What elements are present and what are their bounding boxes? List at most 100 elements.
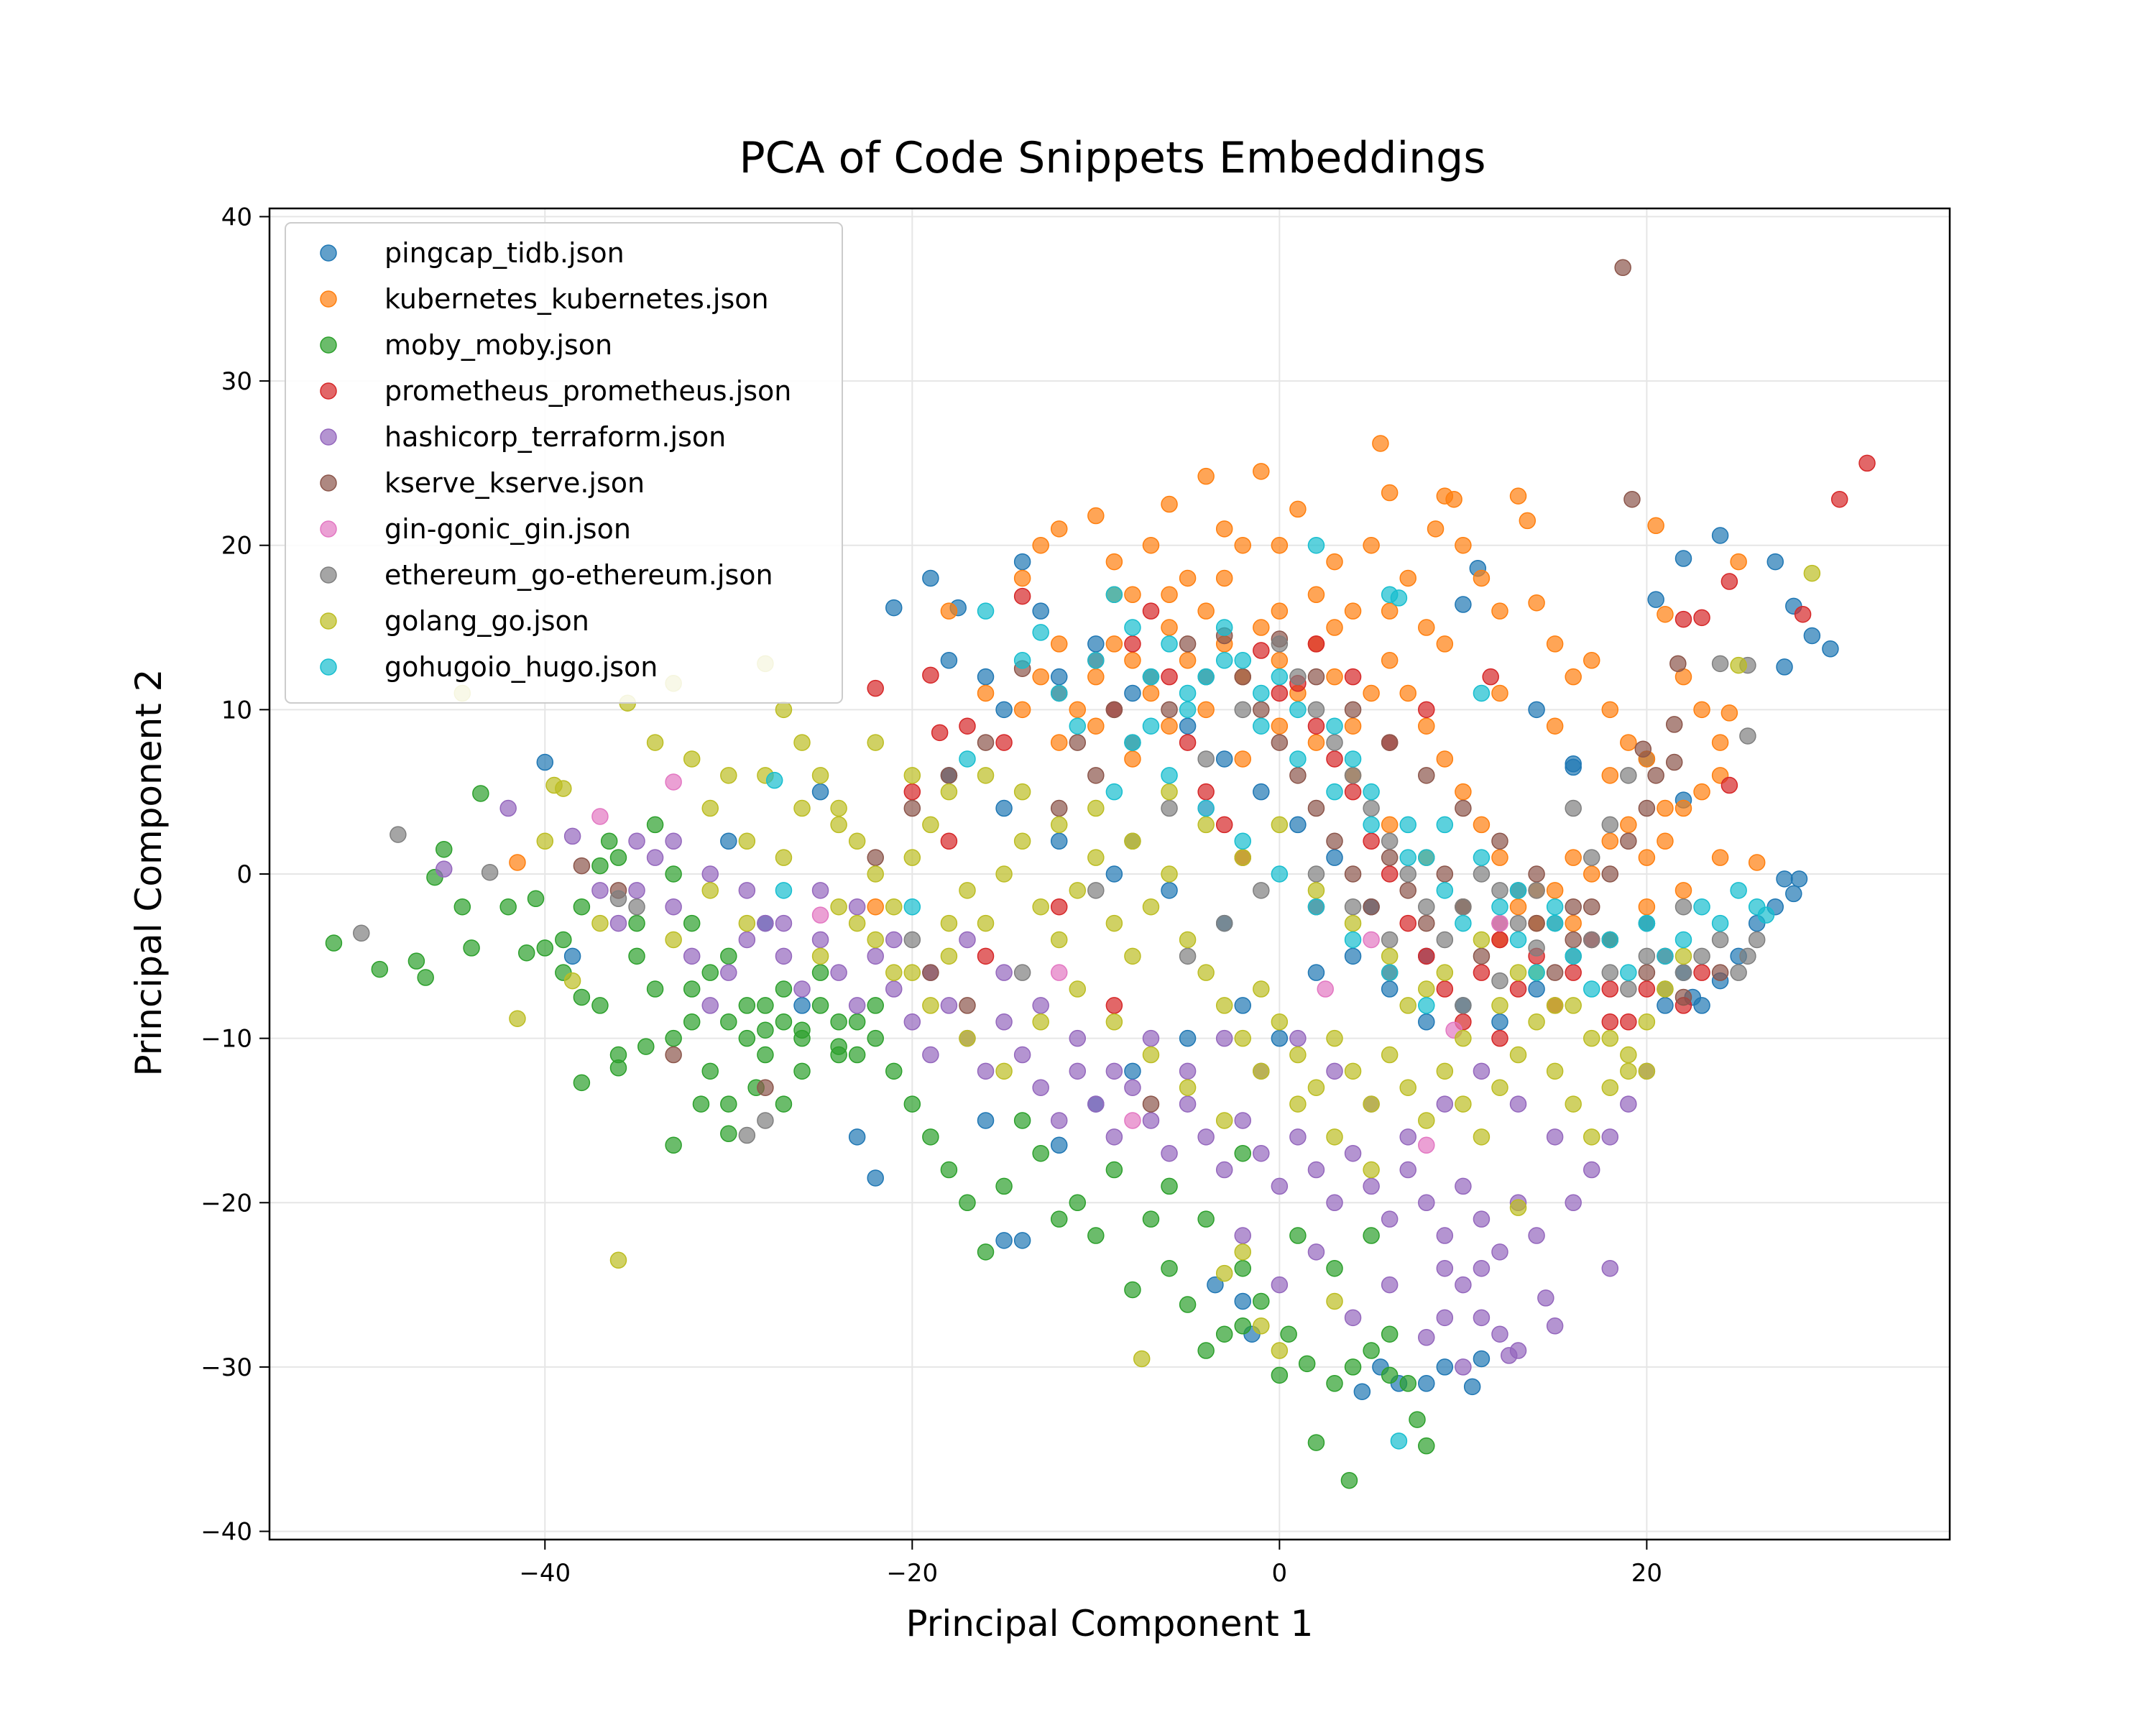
data-point — [1215, 619, 1233, 636]
data-point — [1326, 750, 1343, 768]
data-point — [472, 785, 489, 802]
data-point — [1620, 1062, 1637, 1080]
data-point — [1858, 454, 1876, 472]
data-point — [1307, 701, 1325, 719]
data-point — [1491, 1013, 1508, 1031]
data-point — [793, 997, 811, 1014]
data-point — [1215, 1325, 1233, 1343]
data-point — [1473, 865, 1491, 883]
data-point — [325, 934, 343, 952]
data-point — [1601, 1128, 1619, 1146]
data-point — [1344, 701, 1362, 719]
data-point — [1353, 1383, 1371, 1400]
data-point — [1399, 914, 1416, 932]
data-point — [1436, 865, 1454, 883]
data-point — [1546, 914, 1564, 932]
data-point — [1105, 997, 1123, 1014]
data-point — [1455, 536, 1472, 554]
data-point — [1583, 865, 1600, 883]
data-point — [1491, 602, 1508, 620]
data-point — [1133, 1350, 1151, 1368]
data-point — [1601, 980, 1619, 998]
legend-label: moby_moby.json — [384, 329, 612, 361]
data-point — [1179, 1029, 1197, 1047]
data-point — [1418, 701, 1435, 719]
data-point — [1491, 914, 1508, 932]
data-point — [922, 569, 939, 587]
data-point — [1271, 1342, 1289, 1359]
data-point — [646, 734, 664, 751]
data-point — [1069, 1194, 1087, 1212]
data-point — [1344, 668, 1362, 686]
data-point — [1455, 596, 1472, 613]
data-point — [1087, 1227, 1105, 1244]
data-point — [1537, 1289, 1554, 1307]
data-point — [995, 701, 1013, 719]
data-point — [1013, 587, 1031, 605]
data-point — [959, 882, 976, 899]
data-point — [1179, 684, 1197, 702]
data-point — [811, 882, 829, 899]
data-point — [1601, 816, 1619, 834]
data-point — [1344, 1062, 1362, 1080]
data-point — [1546, 635, 1564, 653]
data-point — [1674, 898, 1692, 916]
data-point — [793, 799, 811, 817]
data-point — [1271, 602, 1289, 620]
data-point — [1161, 701, 1178, 719]
data-point — [1399, 882, 1416, 899]
data-point — [940, 832, 958, 850]
data-point — [1390, 589, 1408, 607]
data-point — [1344, 931, 1362, 949]
data-point — [738, 1126, 756, 1144]
series-moby-moby-json — [325, 785, 1435, 1489]
legend-marker — [320, 382, 337, 400]
data-point — [1215, 997, 1233, 1014]
data-point — [1289, 1029, 1307, 1047]
data-point — [1271, 816, 1289, 834]
data-point — [1142, 898, 1160, 916]
data-point — [701, 997, 719, 1014]
data-point — [1601, 931, 1619, 949]
data-point — [1050, 799, 1068, 817]
data-point — [922, 964, 939, 981]
data-point — [1326, 783, 1343, 801]
data-point — [1638, 947, 1656, 965]
data-point — [1381, 816, 1399, 834]
data-point — [1785, 885, 1802, 903]
data-point — [1069, 882, 1087, 899]
data-point — [1179, 947, 1197, 965]
data-point — [1381, 849, 1399, 866]
data-point — [1142, 717, 1160, 735]
data-point — [1307, 1243, 1325, 1261]
data-point — [1418, 997, 1435, 1014]
data-point — [1307, 586, 1325, 604]
data-point — [1344, 898, 1362, 916]
data-point — [1197, 1210, 1215, 1228]
data-point — [1399, 816, 1416, 834]
data-point — [867, 849, 884, 866]
data-point — [775, 882, 793, 899]
data-point — [1711, 964, 1729, 981]
data-point — [1674, 988, 1692, 1006]
data-point — [1711, 914, 1729, 932]
data-point — [1509, 487, 1527, 505]
data-point — [1455, 1276, 1472, 1294]
data-point — [1307, 882, 1325, 899]
data-point — [1509, 1046, 1527, 1064]
data-point — [1032, 898, 1049, 916]
data-point — [701, 964, 719, 981]
legend-label: kubernetes_kubernetes.json — [384, 283, 769, 315]
data-point — [1087, 767, 1105, 784]
x-tick-label: −40 — [519, 1559, 571, 1588]
data-point — [977, 1112, 995, 1129]
data-point — [1197, 1342, 1215, 1359]
data-point — [1720, 704, 1738, 722]
data-point — [1693, 783, 1710, 801]
data-point — [1289, 1095, 1307, 1113]
data-point — [1307, 964, 1325, 981]
data-point — [1620, 1095, 1637, 1113]
data-point — [903, 767, 921, 784]
data-point — [720, 964, 737, 981]
